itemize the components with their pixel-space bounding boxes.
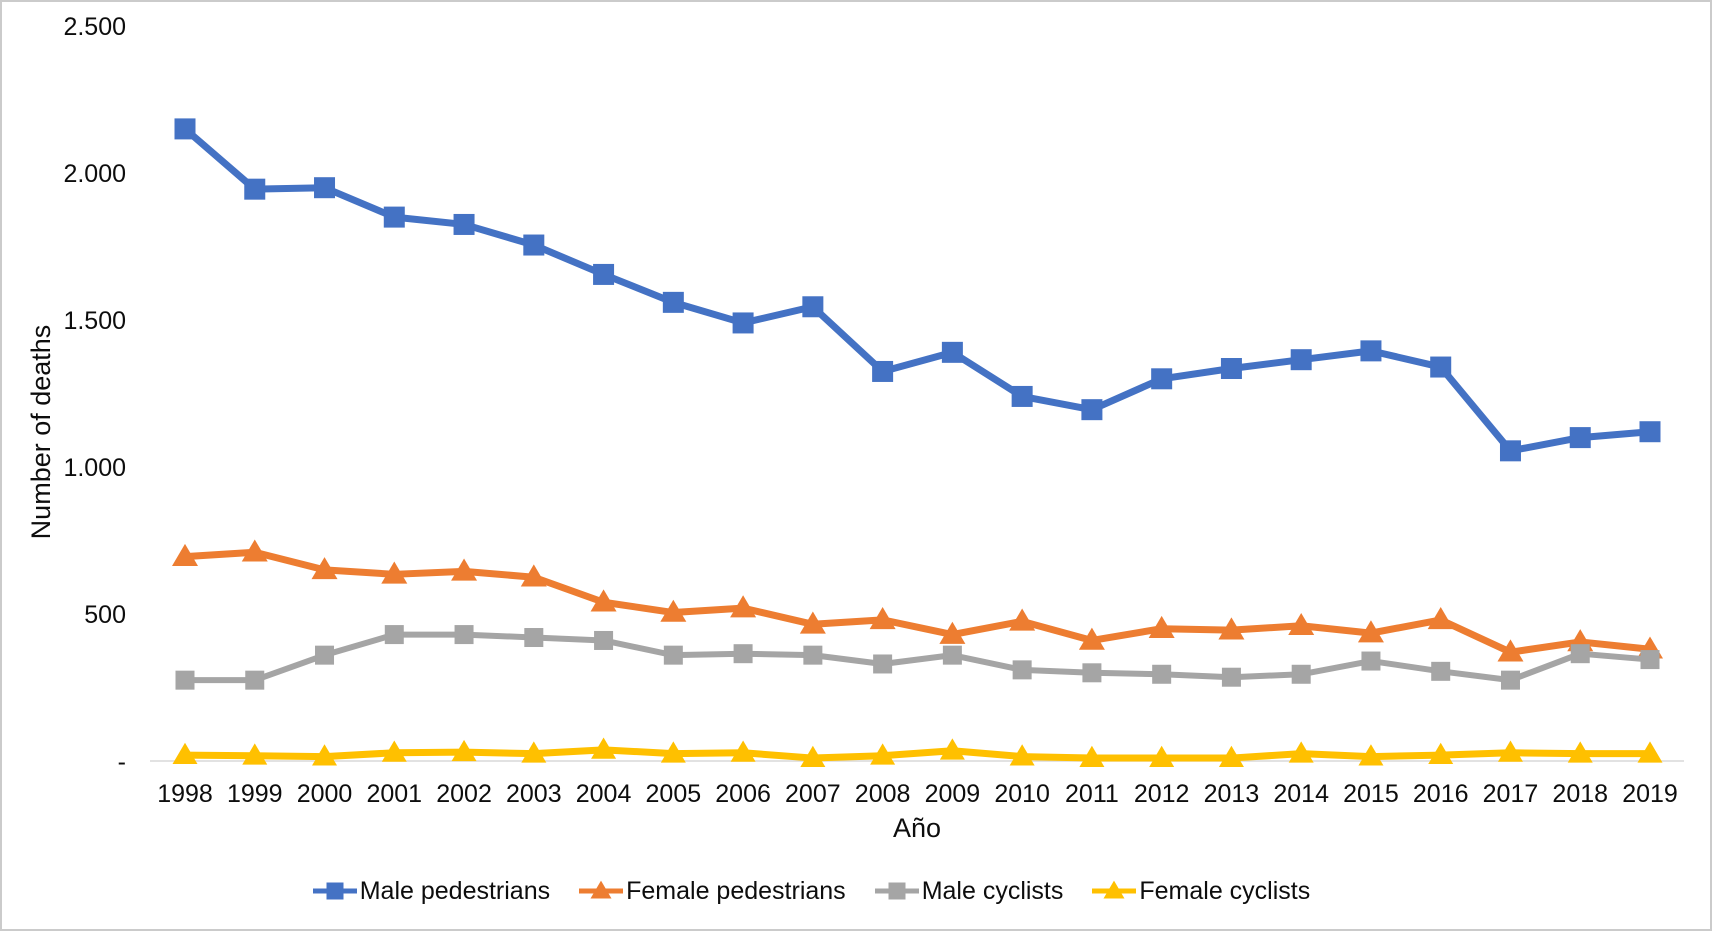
- legend-label: Male cyclists: [921, 876, 1064, 905]
- svg-text:2003: 2003: [506, 780, 562, 808]
- legend-item-male-cyclists: Male cyclists: [874, 876, 1064, 906]
- svg-text:2012: 2012: [1134, 780, 1190, 808]
- chart-legend: Male pedestrians Female pedestrians Male…: [2, 876, 1710, 906]
- legend-item-female-cyclists: Female cyclists: [1091, 876, 1310, 906]
- male-pedestrians-marker-icon: [312, 882, 357, 900]
- svg-text:2008: 2008: [855, 780, 911, 808]
- plot-area: 2.500 2.000 1.500 1.000 500 - 1998 1999 2000 2001…: [63, 13, 1684, 808]
- svg-text:2006: 2006: [715, 780, 771, 808]
- svg-text:2005: 2005: [646, 780, 702, 808]
- svg-text:2.000: 2.000: [63, 160, 126, 188]
- legend-item-male-pedestrians: Male pedestrians: [312, 876, 550, 906]
- female-cyclists-marker-icon: [1092, 880, 1137, 899]
- svg-text:1998: 1998: [157, 780, 213, 808]
- female-pedestrians-marker-icon: [579, 880, 624, 899]
- svg-text:2018: 2018: [1552, 780, 1608, 808]
- legend-label: Female pedestrians: [626, 876, 846, 905]
- y-axis-title: Number of deaths: [26, 325, 56, 540]
- svg-text:2002: 2002: [436, 780, 492, 808]
- svg-text:2001: 2001: [366, 780, 422, 808]
- legend-label: Female cyclists: [1139, 876, 1311, 905]
- svg-text:2010: 2010: [994, 780, 1050, 808]
- svg-text:2017: 2017: [1483, 780, 1539, 808]
- legend-label: Male pedestrians: [359, 876, 551, 905]
- svg-text:2019: 2019: [1622, 780, 1678, 808]
- svg-text:2000: 2000: [297, 780, 353, 808]
- svg-text:2009: 2009: [925, 780, 981, 808]
- svg-text:2.500: 2.500: [63, 13, 126, 41]
- svg-text:1999: 1999: [227, 780, 283, 808]
- svg-text:-: -: [118, 748, 126, 776]
- male-cyclists-marker-icon: [874, 882, 919, 900]
- svg-text:2015: 2015: [1343, 780, 1399, 808]
- svg-text:1.000: 1.000: [63, 454, 126, 482]
- svg-text:2013: 2013: [1204, 780, 1260, 808]
- legend-item-female-pedestrians: Female pedestrians: [578, 876, 846, 906]
- svg-text:2007: 2007: [785, 780, 841, 808]
- svg-text:500: 500: [84, 601, 126, 629]
- svg-text:2014: 2014: [1273, 780, 1329, 808]
- svg-text:1.500: 1.500: [63, 307, 126, 335]
- svg-text:2011: 2011: [1065, 780, 1119, 808]
- svg-text:2004: 2004: [576, 780, 632, 808]
- x-axis-title: Año: [893, 813, 941, 843]
- svg-text:2016: 2016: [1413, 780, 1469, 808]
